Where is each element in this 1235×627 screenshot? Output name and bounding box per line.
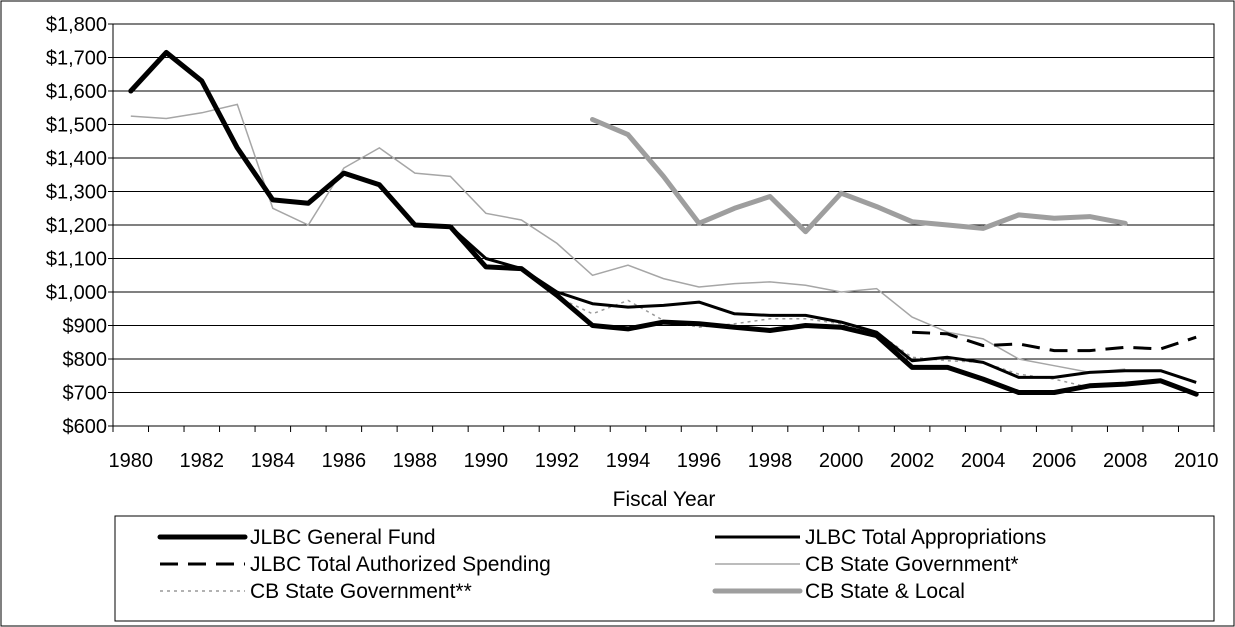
- x-tick-label: 2008: [1103, 450, 1148, 472]
- y-tick-label: $800: [63, 349, 108, 371]
- x-tick-label: 1992: [535, 450, 580, 472]
- x-tick-label: 2000: [819, 450, 864, 472]
- legend-label: CB State & Local: [805, 580, 965, 603]
- x-tick-label: 1986: [322, 450, 367, 472]
- x-tick-label: 1982: [180, 450, 225, 472]
- x-tick-label: 1996: [677, 450, 722, 472]
- x-tick-label: 1984: [251, 450, 296, 472]
- x-tick-label: 2010: [1174, 450, 1219, 472]
- y-tick-label: $1,200: [46, 215, 107, 237]
- x-axis-title: Fiscal Year: [613, 488, 716, 511]
- y-tick-label: $1,600: [46, 81, 107, 103]
- y-tick-label: $1,700: [46, 48, 107, 70]
- legend-label: JLBC Total Authorized Spending: [250, 553, 551, 576]
- legend-label: CB State Government**: [250, 580, 472, 603]
- y-tick-label: $1,500: [46, 115, 107, 137]
- x-tick-label: 1980: [109, 450, 154, 472]
- y-tick-label: $900: [63, 316, 108, 338]
- x-tick-label: 2006: [1032, 450, 1077, 472]
- y-tick-label: $600: [63, 416, 108, 438]
- y-tick-label: $1,800: [46, 14, 107, 36]
- x-tick-label: 1994: [606, 450, 651, 472]
- x-tick-label: 2004: [961, 450, 1006, 472]
- legend-label: JLBC General Fund: [250, 526, 436, 549]
- x-tick-label: 1990: [464, 450, 509, 472]
- y-tick-label: $700: [63, 383, 108, 405]
- x-tick-label: 1988: [393, 450, 438, 472]
- x-tick-label: 2002: [890, 450, 935, 472]
- legend-label: CB State Government*: [805, 553, 1019, 576]
- y-tick-label: $1,400: [46, 148, 107, 170]
- y-tick-label: $1,300: [46, 182, 107, 204]
- y-tick-label: $1,000: [46, 282, 107, 304]
- x-tick-label: 1998: [748, 450, 793, 472]
- legend-label: JLBC Total Appropriations: [805, 526, 1046, 549]
- y-tick-label: $1,100: [46, 249, 107, 271]
